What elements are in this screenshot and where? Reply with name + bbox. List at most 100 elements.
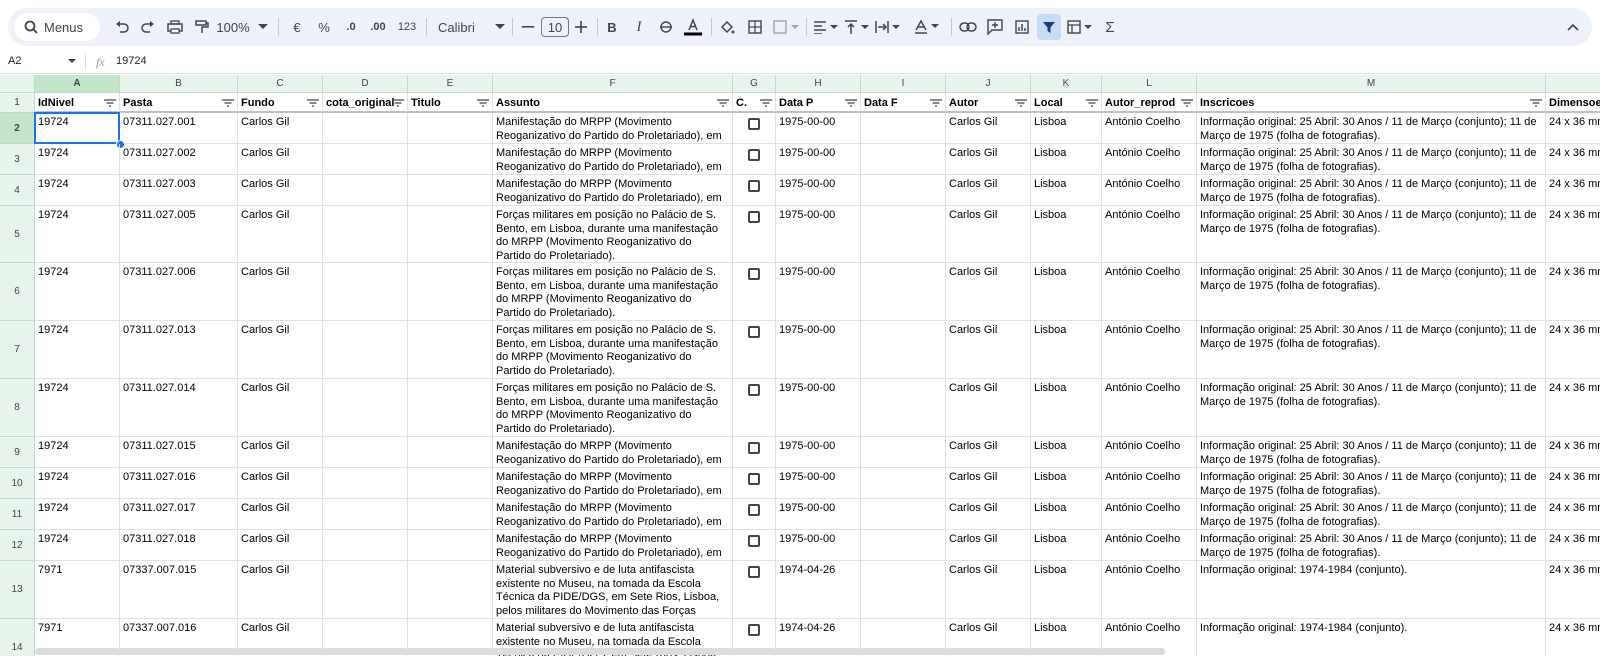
row-number[interactable]: 11 — [0, 499, 35, 530]
cell[interactable]: 24 x 36 mm — [1546, 379, 1600, 437]
decrease-font-size-button[interactable] — [518, 8, 538, 46]
empty-cell[interactable] — [733, 619, 776, 656]
empty-cell[interactable] — [323, 206, 408, 263]
checkbox[interactable] — [748, 535, 760, 547]
cell[interactable]: Carlos Gil — [946, 113, 1031, 144]
cell[interactable]: 19724 — [35, 206, 120, 263]
percent-button[interactable]: % — [318, 19, 330, 35]
cell[interactable]: 24 x 36 mm — [1546, 499, 1600, 530]
checkbox[interactable] — [748, 473, 760, 485]
column-header[interactable]: M — [1197, 75, 1546, 93]
cell[interactable]: Forças militares em posição no Palácio d… — [493, 379, 733, 437]
empty-cell[interactable] — [733, 561, 776, 619]
name-box-dropdown[interactable] — [68, 59, 76, 64]
cell[interactable]: António Coelho — [1102, 144, 1197, 175]
cell[interactable]: Informação original: 25 Abril: 30 Anos /… — [1197, 175, 1546, 206]
empty-cell[interactable] — [408, 437, 493, 468]
cell[interactable]: 07311.027.005 — [120, 206, 238, 263]
cell[interactable]: Carlos Gil — [238, 144, 323, 175]
cell[interactable]: Manifestação do MRPP (Movimento Reoganiz… — [493, 468, 733, 499]
empty-cell[interactable] — [861, 468, 946, 499]
hide-menus-button[interactable] — [1562, 8, 1584, 46]
name-box[interactable]: A2 — [8, 55, 22, 67]
row-number[interactable]: 4 — [0, 175, 35, 206]
row-number[interactable]: 5 — [0, 206, 35, 263]
filter-button[interactable] — [1037, 14, 1061, 40]
cell[interactable]: 07311.027.006 — [120, 263, 238, 321]
horizontal-scrollbar[interactable] — [35, 648, 1165, 655]
empty-cell[interactable] — [323, 113, 408, 144]
text-wrap-button[interactable] — [873, 8, 903, 46]
cell[interactable]: 07337.007.016 — [120, 619, 238, 656]
checkbox[interactable] — [748, 326, 760, 338]
cell[interactable]: Carlos Gil — [946, 175, 1031, 206]
cell[interactable]: 07311.027.013 — [120, 321, 238, 379]
cell[interactable]: António Coelho — [1102, 379, 1197, 437]
cell[interactable]: Carlos Gil — [238, 175, 323, 206]
empty-cell[interactable] — [861, 619, 946, 656]
empty-cell[interactable] — [408, 561, 493, 619]
cell[interactable]: Lisboa — [1031, 379, 1102, 437]
cell[interactable]: António Coelho — [1102, 321, 1197, 379]
cell[interactable]: Lisboa — [1031, 468, 1102, 499]
cell[interactable]: António Coelho — [1102, 468, 1197, 499]
empty-cell[interactable] — [861, 175, 946, 206]
empty-cell[interactable] — [861, 144, 946, 175]
column-header[interactable]: C — [238, 75, 323, 93]
empty-cell[interactable] — [408, 206, 493, 263]
cell[interactable]: Lisboa — [1031, 437, 1102, 468]
row-number[interactable]: 1 — [0, 93, 35, 113]
empty-cell[interactable] — [408, 530, 493, 561]
checkbox[interactable] — [748, 118, 760, 130]
cell[interactable]: 19724 — [35, 379, 120, 437]
checkbox[interactable] — [748, 624, 760, 636]
cell[interactable]: Carlos Gil — [238, 619, 323, 656]
cell[interactable]: 1975-00-00 — [776, 263, 861, 321]
header-cell[interactable]: Pasta — [120, 93, 238, 113]
paint-format-button[interactable] — [190, 8, 214, 46]
cell[interactable]: 07311.027.016 — [120, 468, 238, 499]
cell[interactable]: Informação original: 25 Abril: 30 Anos /… — [1197, 499, 1546, 530]
empty-cell[interactable] — [861, 379, 946, 437]
cell[interactable]: António Coelho — [1102, 113, 1197, 144]
cell[interactable]: Informação original: 1974-1984 (conjunto… — [1197, 561, 1546, 619]
cell[interactable]: Carlos Gil — [238, 499, 323, 530]
cell[interactable]: Manifestação do MRPP (Movimento Reoganiz… — [493, 175, 733, 206]
column-header[interactable]: L — [1102, 75, 1197, 93]
filter-icon[interactable] — [104, 99, 116, 107]
cell[interactable]: Lisboa — [1031, 113, 1102, 144]
filter-icon[interactable] — [1015, 99, 1027, 107]
empty-cell[interactable] — [733, 468, 776, 499]
header-cell[interactable]: Titulo — [408, 93, 493, 113]
cell[interactable]: Forças militares em posição no Palácio d… — [493, 321, 733, 379]
functions-button[interactable]: Σ — [1105, 18, 1115, 36]
cell[interactable]: Lisboa — [1031, 175, 1102, 206]
cell[interactable]: Informação original: 25 Abril: 30 Anos /… — [1197, 206, 1546, 263]
cell[interactable]: Lisboa — [1031, 530, 1102, 561]
cell[interactable]: Manifestação do MRPP (Movimento Reoganiz… — [493, 437, 733, 468]
cell[interactable]: 24 x 36 mm — [1546, 321, 1600, 379]
empty-cell[interactable] — [408, 499, 493, 530]
filter-icon[interactable] — [222, 99, 234, 107]
row-number[interactable]: 7 — [0, 321, 35, 379]
cell[interactable]: Lisboa — [1031, 144, 1102, 175]
header-cell[interactable]: cota_original — [323, 93, 408, 113]
checkbox[interactable] — [748, 504, 760, 516]
empty-cell[interactable] — [323, 321, 408, 379]
empty-cell[interactable] — [323, 144, 408, 175]
empty-cell[interactable] — [323, 619, 408, 656]
cell[interactable]: António Coelho — [1102, 499, 1197, 530]
cell[interactable]: 1975-00-00 — [776, 530, 861, 561]
cell[interactable]: Carlos Gil — [946, 468, 1031, 499]
cell[interactable]: Informação original: 25 Abril: 30 Anos /… — [1197, 144, 1546, 175]
cell[interactable]: Carlos Gil — [238, 437, 323, 468]
cell[interactable]: António Coelho — [1102, 437, 1197, 468]
header-cell[interactable]: Autor — [946, 93, 1031, 113]
strikethrough-button[interactable] — [655, 8, 677, 46]
cell[interactable]: 19724 — [35, 530, 120, 561]
cell[interactable]: 24 x 36 mm — [1546, 619, 1600, 656]
filter-icon[interactable] — [1086, 99, 1098, 107]
empty-cell[interactable] — [323, 175, 408, 206]
print-button[interactable] — [163, 8, 187, 46]
empty-cell[interactable] — [323, 468, 408, 499]
